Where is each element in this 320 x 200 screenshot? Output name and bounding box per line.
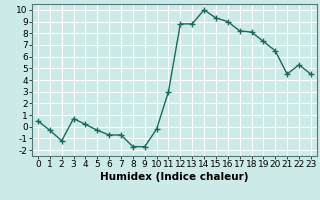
X-axis label: Humidex (Indice chaleur): Humidex (Indice chaleur) xyxy=(100,172,249,182)
